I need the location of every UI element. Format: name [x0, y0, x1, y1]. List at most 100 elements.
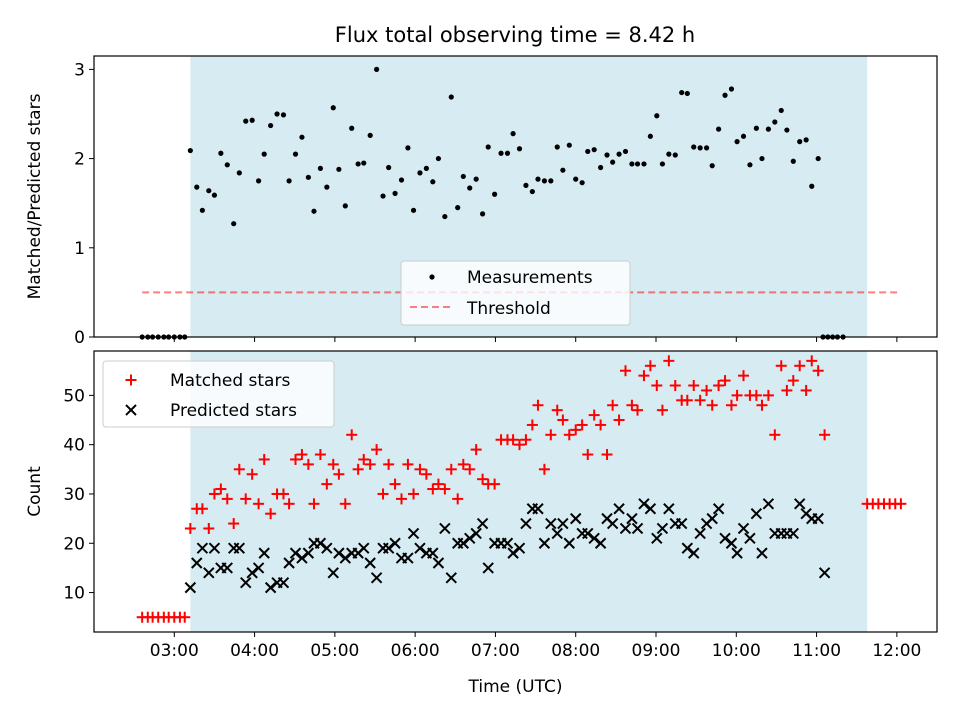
matched-star-point	[694, 394, 706, 406]
measurement-point	[317, 165, 324, 171]
predicted-star-point	[712, 503, 725, 515]
measurement-point	[479, 211, 486, 217]
matched-star-point	[489, 478, 501, 490]
matched-star-point	[333, 468, 345, 480]
measurement-point	[684, 90, 690, 97]
measurement-point	[435, 155, 442, 162]
x-tick-label: 12:00	[872, 641, 921, 661]
count-points	[136, 355, 907, 623]
predicted-star-point	[196, 542, 209, 554]
measurement-point	[585, 148, 591, 155]
measurement-point	[349, 125, 355, 131]
matched-star-point	[321, 478, 333, 490]
measurement-point	[430, 179, 436, 185]
y-tick-label: 50	[63, 386, 85, 406]
predicted-star-point	[538, 537, 551, 549]
measurement-point	[672, 152, 678, 158]
predicted-star-point	[582, 527, 594, 540]
matched-star-point	[383, 458, 395, 470]
matched-star-point	[601, 449, 613, 461]
measurement-point	[448, 94, 454, 100]
y-tick-label: 0	[74, 328, 85, 348]
predicted-star-point	[407, 527, 420, 540]
matched-star-point	[688, 380, 700, 392]
measurement-point	[541, 178, 548, 184]
measurement-point	[728, 86, 735, 92]
measurement-point	[666, 151, 672, 157]
bottom-panel: 10 20 30 40 50 03:00 04:00 05:00 06:00 07:00 08:0…	[25, 350, 938, 697]
predicted-star-point	[719, 532, 731, 545]
measurement-point	[442, 213, 448, 220]
measurement-point	[697, 145, 703, 151]
measurement-point	[199, 207, 205, 213]
measurement-point	[566, 142, 572, 148]
measurement-point	[423, 165, 429, 171]
matched-star-point	[619, 365, 631, 377]
matched-star-point	[439, 483, 451, 495]
measurement-point	[772, 119, 778, 125]
measurement-point	[647, 133, 653, 139]
matched-star-point	[607, 399, 619, 411]
matched-star-point	[706, 399, 718, 411]
x-tick-label: 09:00	[632, 641, 681, 661]
legend-matched-label: Matched stars	[170, 371, 290, 391]
predicted-star-point	[688, 547, 700, 559]
predicted-star-point	[482, 562, 494, 574]
predicted-star-point	[302, 547, 315, 559]
matched-star-point	[775, 360, 787, 372]
measurement-point	[679, 89, 685, 96]
predicted-star-point	[563, 537, 575, 549]
measurement-point	[224, 162, 230, 168]
measurement-point	[610, 159, 616, 165]
measurement-point	[759, 155, 765, 162]
matched-star-point	[414, 463, 426, 475]
measurement-point	[286, 178, 292, 184]
matched-star-point	[520, 434, 532, 446]
predicted-star-point	[794, 498, 806, 510]
predicted-star-point	[631, 522, 644, 535]
measurement-point	[809, 183, 815, 189]
matched-star-point	[358, 453, 370, 465]
predicted-star-point	[333, 547, 345, 559]
predicted-star-point	[731, 547, 743, 559]
matched-star-point	[364, 458, 376, 470]
measurement-point	[498, 150, 504, 156]
measurement-point	[641, 161, 647, 167]
matched-star-point	[644, 360, 656, 372]
predicted-star-point	[756, 547, 768, 559]
matched-star-point	[233, 463, 245, 475]
top-legend: Measurements Threshold	[400, 260, 631, 326]
matched-star-point	[327, 458, 339, 470]
matched-star-point	[470, 444, 482, 456]
matched-star-point	[656, 404, 668, 416]
predicted-star-point	[402, 552, 414, 564]
x-tick-label: 08:00	[551, 641, 600, 661]
predicted-star-point	[744, 532, 756, 545]
predicted-star-point	[594, 537, 607, 549]
matched-star-point	[308, 498, 320, 510]
measurement-point	[187, 147, 193, 154]
top-legend-box	[400, 260, 631, 326]
predicted-star-point	[464, 532, 476, 545]
matched-star-point	[452, 493, 464, 505]
measurement-point	[194, 184, 200, 190]
measurement-point	[336, 166, 342, 172]
measurement-point	[355, 161, 361, 167]
y-tick-label: 40	[63, 436, 85, 456]
measurement-point	[311, 208, 317, 214]
matched-star-point	[253, 498, 265, 510]
predicted-star-point	[513, 542, 526, 554]
predicted-star-point	[663, 503, 675, 515]
matched-star-point	[731, 389, 743, 401]
measurement-point	[716, 126, 722, 132]
matched-star-point	[208, 488, 220, 500]
measurement-point	[410, 207, 417, 213]
matched-star-point	[895, 498, 907, 510]
matched-star-point	[420, 468, 432, 480]
matched-star-point	[464, 463, 476, 475]
predicted-star-point	[445, 572, 457, 584]
measurement-point	[467, 185, 473, 191]
measurement-point	[734, 139, 740, 145]
predicted-star-point	[314, 537, 327, 549]
